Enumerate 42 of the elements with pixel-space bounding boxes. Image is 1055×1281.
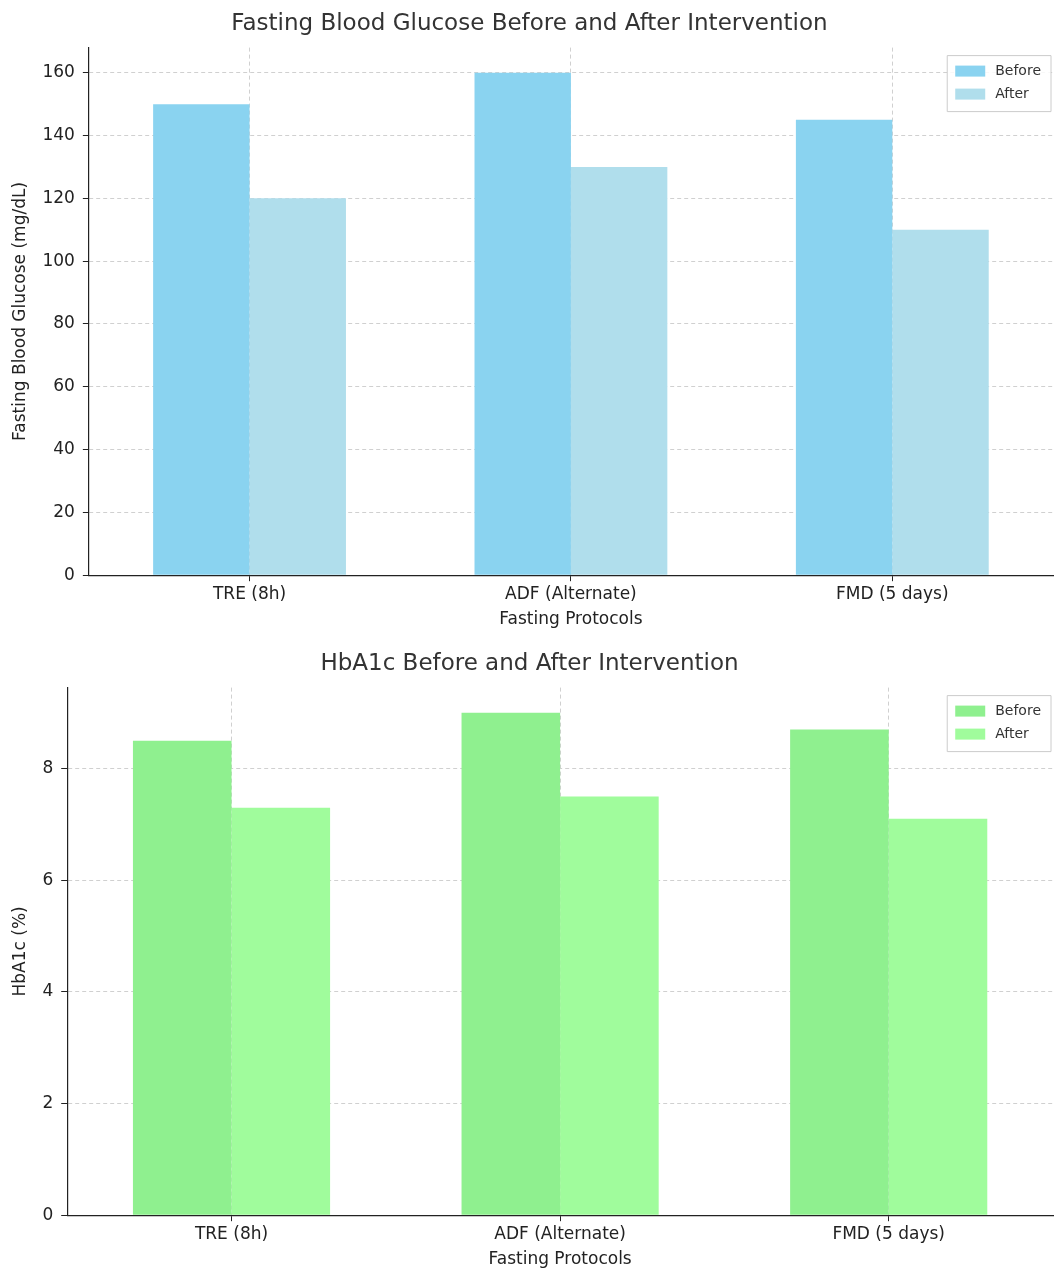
x-tick-label: TRE (8h) <box>211 582 287 603</box>
y-tick-label: 80 <box>53 312 75 333</box>
bar <box>892 229 989 575</box>
chart-title: HbA1c Before and After Intervention <box>320 648 739 675</box>
y-tick-label: 0 <box>64 563 75 584</box>
bar <box>249 198 346 575</box>
legend-label: After <box>995 85 1030 102</box>
y-tick-label: 8 <box>42 756 54 777</box>
legend-label: Before <box>995 62 1042 79</box>
legend-label: After <box>995 725 1030 742</box>
y-tick-label: 140 <box>42 123 75 144</box>
y-tick-label: 160 <box>42 61 75 82</box>
bar <box>795 119 893 575</box>
bar <box>570 166 668 575</box>
bar <box>231 807 331 1215</box>
y-tick-label: 2 <box>42 1091 54 1112</box>
y-axis-title: Fasting Blood Glucose (mg/dL) <box>8 181 29 441</box>
y-tick-label: 60 <box>53 375 75 396</box>
bar <box>474 72 571 575</box>
x-axis-title: Fasting Protocols <box>488 1248 632 1269</box>
bar <box>461 712 561 1215</box>
x-tick-label: FMD (5 days) <box>836 582 949 603</box>
bar <box>560 796 659 1215</box>
bar <box>132 740 232 1215</box>
y-tick-label: 100 <box>42 249 75 270</box>
y-axis-title: HbA1c (%) <box>8 906 29 997</box>
y-tick-label: 20 <box>53 500 75 521</box>
x-tick-label: ADF (Alternate) <box>494 1222 626 1243</box>
bar <box>153 104 250 575</box>
y-tick-label: 0 <box>42 1203 54 1224</box>
y-tick-label: 4 <box>42 980 54 1001</box>
y-tick-label: 120 <box>42 186 75 207</box>
legend-label: Before <box>995 702 1042 719</box>
y-tick-label: 6 <box>42 868 54 889</box>
chart-title: Fasting Blood Glucose Before and After Intervention <box>231 8 828 35</box>
x-tick-label: FMD (5 days) <box>832 1222 945 1243</box>
x-tick-label: TRE (8h) <box>193 1222 269 1243</box>
bar <box>790 729 889 1215</box>
y-tick-label: 40 <box>53 438 75 458</box>
x-tick-label: ADF (Alternate) <box>505 582 637 603</box>
x-axis-title: Fasting Protocols <box>499 608 643 629</box>
bar <box>888 818 988 1215</box>
